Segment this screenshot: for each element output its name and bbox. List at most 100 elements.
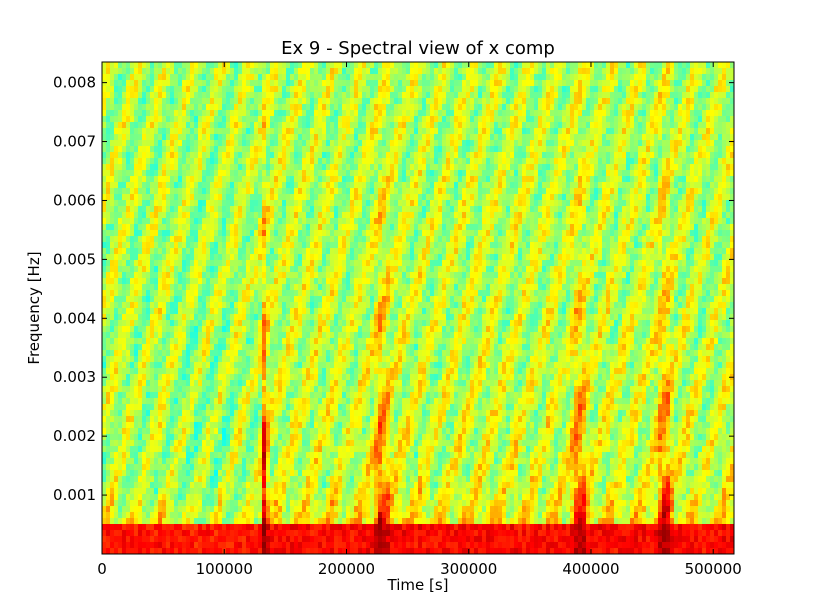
heatmap-cell <box>342 482 347 489</box>
heatmap-cell <box>134 350 139 357</box>
heatmap-cell <box>218 374 223 381</box>
heatmap-cell <box>142 122 147 129</box>
heatmap-cell <box>186 374 191 381</box>
heatmap-cell <box>186 260 191 267</box>
heatmap-cell <box>150 536 155 543</box>
heatmap-cell <box>126 230 131 237</box>
heatmap-cell <box>182 458 187 465</box>
heatmap-cell <box>126 434 131 441</box>
heatmap-cell <box>238 416 243 423</box>
heatmap-cell <box>322 200 327 207</box>
heatmap-cell <box>234 290 239 297</box>
heatmap-cell <box>214 380 219 387</box>
heatmap-cell <box>282 530 287 537</box>
heatmap-cell <box>110 494 115 501</box>
heatmap-cell <box>266 104 271 111</box>
heatmap-cell <box>130 92 135 99</box>
heatmap-cell <box>218 428 223 435</box>
heatmap-cell <box>342 302 347 309</box>
heatmap-cell <box>222 296 227 303</box>
heatmap-cell <box>302 344 307 351</box>
heatmap-cell <box>298 170 303 177</box>
heatmap-cell <box>118 218 123 225</box>
heatmap-cell <box>270 278 275 285</box>
heatmap-cell <box>274 266 279 273</box>
heatmap-cell <box>190 440 195 447</box>
heatmap-cell <box>342 476 347 483</box>
heatmap-cell <box>178 302 183 309</box>
heatmap-cell <box>130 482 135 489</box>
heatmap-cell <box>146 158 151 165</box>
heatmap-cell <box>338 284 343 291</box>
heatmap-cell <box>270 254 275 261</box>
heatmap-cell <box>330 236 335 243</box>
heatmap-cell <box>114 392 119 399</box>
heatmap-cell <box>202 188 207 195</box>
heatmap-cell <box>138 182 143 189</box>
heatmap-cell <box>106 542 111 549</box>
heatmap-cell <box>210 140 215 147</box>
heatmap-cell <box>262 62 267 69</box>
heatmap-cell <box>306 446 311 453</box>
heatmap-cell <box>202 428 207 435</box>
heatmap-cell <box>150 194 155 201</box>
heatmap-cell <box>110 212 115 219</box>
heatmap-cell <box>206 104 211 111</box>
heatmap-cell <box>174 284 179 291</box>
heatmap-cell <box>154 68 159 75</box>
heatmap-cell <box>126 404 131 411</box>
heatmap-cell <box>222 368 227 375</box>
heatmap-cell <box>174 80 179 87</box>
heatmap-cell <box>246 146 251 153</box>
heatmap-cell <box>282 122 287 129</box>
heatmap-cell <box>302 80 307 87</box>
heatmap-cell <box>278 206 283 213</box>
heatmap-cell <box>142 290 147 297</box>
heatmap-cell <box>122 446 127 453</box>
heatmap-cell <box>186 506 191 513</box>
heatmap-cell <box>338 68 343 75</box>
heatmap-cell <box>334 314 339 321</box>
heatmap-cell <box>338 332 343 339</box>
heatmap-cell <box>130 188 135 195</box>
heatmap-cell <box>150 230 155 237</box>
heatmap-cell <box>278 176 283 183</box>
heatmap-cell <box>126 62 131 69</box>
heatmap-cell <box>202 524 207 531</box>
heatmap-cell <box>338 224 343 231</box>
heatmap-cell <box>110 104 115 111</box>
heatmap-cell <box>242 440 247 447</box>
heatmap-cell <box>158 458 163 465</box>
heatmap-cell <box>146 296 151 303</box>
heatmap-cell <box>154 452 159 459</box>
heatmap-cell <box>214 188 219 195</box>
heatmap-cell <box>246 308 251 315</box>
heatmap-cell <box>270 296 275 303</box>
heatmap-cell <box>114 314 119 321</box>
heatmap-cell <box>238 158 243 165</box>
heatmap-cell <box>318 314 323 321</box>
heatmap-cell <box>242 80 247 87</box>
heatmap-cell <box>226 176 231 183</box>
heatmap-cell <box>138 80 143 87</box>
heatmap-cell <box>150 110 155 117</box>
heatmap-cell <box>234 320 239 327</box>
heatmap-cell <box>178 488 183 495</box>
heatmap-cell <box>222 374 227 381</box>
heatmap-cell <box>210 194 215 201</box>
heatmap-cell <box>318 428 323 435</box>
heatmap-cell <box>142 320 147 327</box>
heatmap-cell <box>330 482 335 489</box>
heatmap-cell <box>286 548 291 554</box>
heatmap-cell <box>302 410 307 417</box>
heatmap-cell <box>322 188 327 195</box>
heatmap-cell <box>170 110 175 117</box>
heatmap-cell <box>122 434 127 441</box>
heatmap-cell <box>174 176 179 183</box>
heatmap-cell <box>226 116 231 123</box>
heatmap-cell <box>298 134 303 141</box>
heatmap-cell <box>322 506 327 513</box>
heatmap-cell <box>110 92 115 99</box>
heatmap-cell <box>290 128 295 135</box>
heatmap-cell <box>198 524 203 531</box>
